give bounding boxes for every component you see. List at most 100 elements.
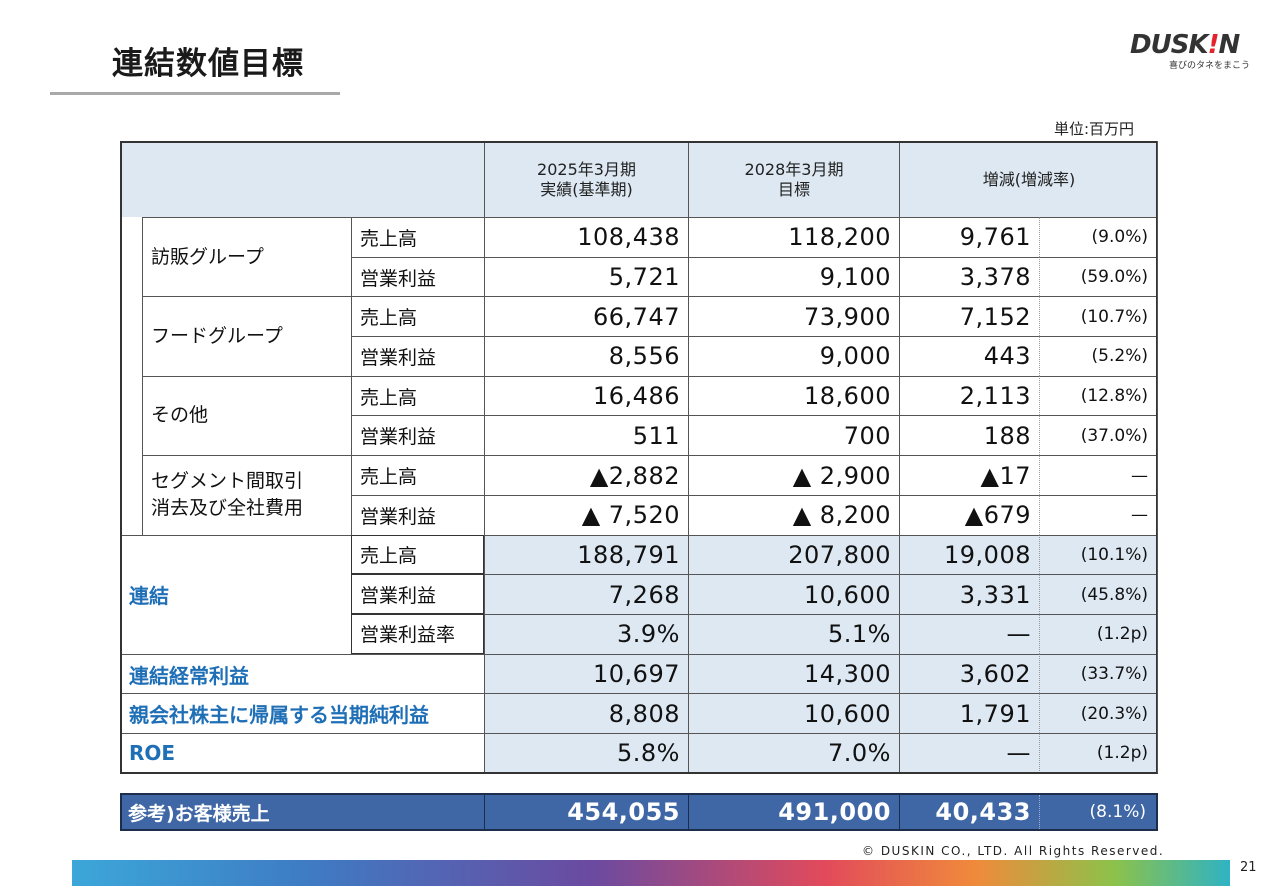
summary-actual: 8,808 — [484, 693, 688, 734]
segment-row-rate: — — [1039, 494, 1158, 535]
reference-target: 491,000 — [688, 795, 899, 829]
consolidated-row-item: 営業利益率 — [351, 613, 484, 654]
segment-row-actual: 16,486 — [484, 375, 688, 416]
segment-row-diff: 2,113 — [899, 375, 1039, 416]
header-blank-cell — [120, 141, 484, 217]
summary-target: 7.0% — [688, 733, 899, 773]
segment-row-target: 118,200 — [688, 217, 899, 257]
targets-table: 2025年3月期 実績(基準期) 2028年3月期 目標 増減(増減率) 訪販グループ… — [120, 141, 1158, 774]
consolidated-row-actual: 188,791 — [484, 534, 688, 575]
segment-block: 訪販グループ 売上高 108,438 118,200 9,761 (9.0%) 営業利益 5,… — [120, 217, 1158, 297]
consolidated-row-item: 売上高 — [351, 534, 484, 575]
unit-label: 単位:百万円 — [1054, 120, 1135, 138]
segment-block: セグメント間取引 消去及び全社費用 売上高 ▲2,882 ▲ 2,900 ▲17— 営業利… — [120, 455, 1158, 535]
duskin-logo: DUSK!N 喜びのタネをまこう — [1130, 30, 1250, 71]
segment-row-actual: ▲ 7,520 — [484, 494, 688, 535]
consolidated-row-rate: (45.8%) — [1039, 574, 1158, 614]
segment-row-diff: 9,761 — [899, 217, 1039, 257]
logo-tagline: 喜びのタネをまこう — [1168, 61, 1250, 71]
segment-row-rate: — — [1039, 455, 1158, 495]
reference-row: 参考)お客様売上 454,055 491,000 40,433 (8.1%) — [120, 793, 1158, 831]
table-right-edge — [1157, 141, 1158, 773]
summary-row: 親会社株主に帰属する当期純利益 8,808 10,600 1,791 (20.3%) — [120, 693, 1158, 734]
segment-row-target: 700 — [688, 415, 899, 456]
segment-row-diff: 188 — [899, 415, 1039, 456]
segment-row-actual: ▲2,882 — [484, 455, 688, 495]
reference-rate: (8.1%) — [1039, 795, 1156, 829]
segment-block: その他 売上高 16,486 18,600 2,113 (12.8%) 営業利益 511 700… — [120, 375, 1158, 456]
copyright: © DUSKIN CO., LTD. All Rights Reserved. — [862, 844, 1165, 858]
consolidated-row-item: 営業利益 — [351, 574, 484, 614]
table-row: 売上高 ▲2,882 ▲ 2,900 ▲17— — [120, 455, 1158, 495]
table-row: 営業利益 511 700 188 (37.0%) — [120, 415, 1158, 456]
summary-rate: (33.7%) — [1039, 653, 1158, 694]
segment-row-actual: 511 — [484, 415, 688, 456]
summary-target: 14,300 — [688, 653, 899, 694]
segment-row-item: 売上高 — [351, 455, 484, 495]
segment-row-diff: ▲679 — [899, 494, 1039, 535]
table-row: 売上高 108,438 118,200 9,761 (9.0%) — [120, 217, 1158, 257]
segment-row-rate: (9.0%) — [1039, 217, 1158, 257]
table-row: 営業利益 7,268 10,600 3,331 (45.8%) — [120, 574, 1158, 614]
segment-name: その他 — [142, 375, 351, 456]
gradient-footer-bar — [72, 860, 1230, 886]
header-change: 増減(増減率) — [899, 141, 1158, 217]
table-row: 売上高 66,747 73,900 7,152 (10.7%) — [120, 296, 1158, 337]
summary-actual: 10,697 — [484, 653, 688, 694]
segment-row-item: 売上高 — [351, 296, 484, 337]
segment-row-item: 営業利益 — [351, 415, 484, 456]
summary-row: ROE 5.8% 7.0% — (1.2p) — [120, 733, 1158, 773]
segment-row-target: 18,600 — [688, 375, 899, 416]
header-actual: 2025年3月期 実績(基準期) — [484, 141, 688, 217]
summary-rate: (1.2p) — [1039, 733, 1158, 773]
page-number: 21 — [1240, 860, 1257, 875]
summary-row: 連結経常利益 10,697 14,300 3,602 (33.7%) — [120, 653, 1158, 694]
segment-row-item: 営業利益 — [351, 494, 484, 535]
consolidated-row-rate: (1.2p) — [1039, 613, 1158, 654]
segment-row-item: 売上高 — [351, 217, 484, 257]
logo-wordmark: DUSK!N — [1130, 30, 1240, 60]
reference-label: 参考)お客様売上 — [128, 802, 270, 825]
segment-name: 訪販グループ — [142, 217, 351, 297]
summary-diff: 3,602 — [899, 653, 1039, 694]
segment-row-item: 営業利益 — [351, 256, 484, 297]
table-row: 営業利益 ▲ 7,520 ▲ 8,200 ▲679— — [120, 494, 1158, 535]
summary-label: ROE — [120, 733, 484, 773]
consolidated-row-actual: 3.9% — [484, 613, 688, 654]
table-row: 営業利益 5,721 9,100 3,378 (59.0%) — [120, 256, 1158, 297]
segment-name: フードグループ — [142, 296, 351, 376]
segment-row-rate: (10.7%) — [1039, 296, 1158, 337]
summary-rate: (20.3%) — [1039, 693, 1158, 734]
reference-actual: 454,055 — [484, 795, 688, 829]
consolidated-row-diff: 3,331 — [899, 574, 1039, 614]
segment-row-diff: 7,152 — [899, 296, 1039, 337]
table-row: 売上高 16,486 18,600 2,113 (12.8%) — [120, 375, 1158, 416]
consolidated-row-actual: 7,268 — [484, 574, 688, 614]
segment-row-rate: (12.8%) — [1039, 375, 1158, 416]
summary-label: 連結経常利益 — [120, 653, 484, 694]
segment-row-target: 73,900 — [688, 296, 899, 337]
summary-target: 10,600 — [688, 693, 899, 734]
table-header-row: 2025年3月期 実績(基準期) 2028年3月期 目標 増減(増減率) — [120, 141, 1158, 217]
header-target: 2028年3月期 目標 — [688, 141, 899, 217]
segment-row-actual: 66,747 — [484, 296, 688, 337]
table-row: 営業利益 8,556 9,000 443 (5.2%) — [120, 336, 1158, 376]
segment-row-actual: 5,721 — [484, 256, 688, 297]
table-row: 売上高 188,791 207,800 19,008 (10.1%) — [120, 534, 1158, 575]
title-underline — [50, 92, 340, 95]
segment-row-actual: 108,438 — [484, 217, 688, 257]
summary-label: 親会社株主に帰属する当期純利益 — [120, 693, 484, 734]
consolidated-row-target: 10,600 — [688, 574, 899, 614]
segment-row-item: 営業利益 — [351, 336, 484, 376]
segment-row-target: ▲ 2,900 — [688, 455, 899, 495]
segment-row-target: 9,000 — [688, 336, 899, 376]
segment-row-target: 9,100 — [688, 256, 899, 297]
consolidated-row-target: 5.1% — [688, 613, 899, 654]
segment-name: セグメント間取引 消去及び全社費用 — [142, 455, 351, 535]
segment-row-diff: 3,378 — [899, 256, 1039, 297]
table-row: 営業利益率 3.9% 5.1% — (1.2p) — [120, 613, 1158, 654]
consolidated-row-rate: (10.1%) — [1039, 534, 1158, 575]
summary-diff: 1,791 — [899, 693, 1039, 734]
segment-block: フードグループ 売上高 66,747 73,900 7,152 (10.7%) 営業利益 8,… — [120, 296, 1158, 376]
consolidated-row-target: 207,800 — [688, 534, 899, 575]
